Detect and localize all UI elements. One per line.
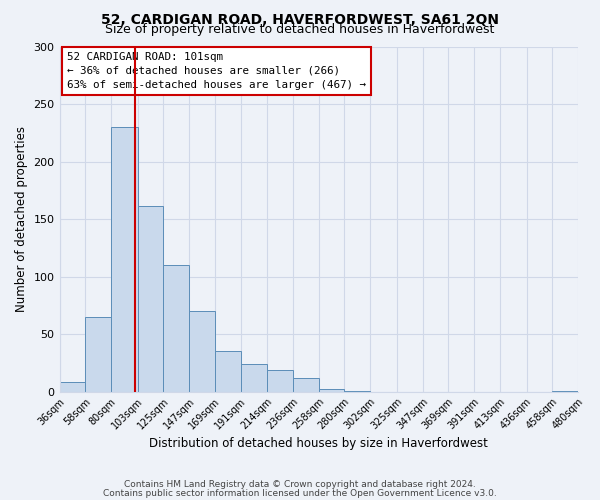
Bar: [215, 352, 241, 392]
Bar: [138, 206, 163, 392]
Text: Contains HM Land Registry data © Crown copyright and database right 2024.: Contains HM Land Registry data © Crown c…: [124, 480, 476, 489]
Text: Contains public sector information licensed under the Open Government Licence v3: Contains public sector information licen…: [103, 488, 497, 498]
Bar: [59, 382, 85, 392]
Text: 52, CARDIGAN ROAD, HAVERFORDWEST, SA61 2QN: 52, CARDIGAN ROAD, HAVERFORDWEST, SA61 2…: [101, 12, 499, 26]
Bar: [111, 127, 138, 392]
Bar: [241, 364, 268, 392]
Bar: [552, 390, 578, 392]
Text: 52 CARDIGAN ROAD: 101sqm
← 36% of detached houses are smaller (266)
63% of semi-: 52 CARDIGAN ROAD: 101sqm ← 36% of detach…: [67, 52, 367, 90]
Bar: [189, 311, 215, 392]
Text: Size of property relative to detached houses in Haverfordwest: Size of property relative to detached ho…: [106, 22, 494, 36]
Bar: [163, 265, 189, 392]
Bar: [268, 370, 293, 392]
Bar: [319, 390, 344, 392]
X-axis label: Distribution of detached houses by size in Haverfordwest: Distribution of detached houses by size …: [149, 437, 488, 450]
Bar: [293, 378, 319, 392]
Y-axis label: Number of detached properties: Number of detached properties: [15, 126, 28, 312]
Bar: [85, 317, 111, 392]
Bar: [344, 390, 370, 392]
